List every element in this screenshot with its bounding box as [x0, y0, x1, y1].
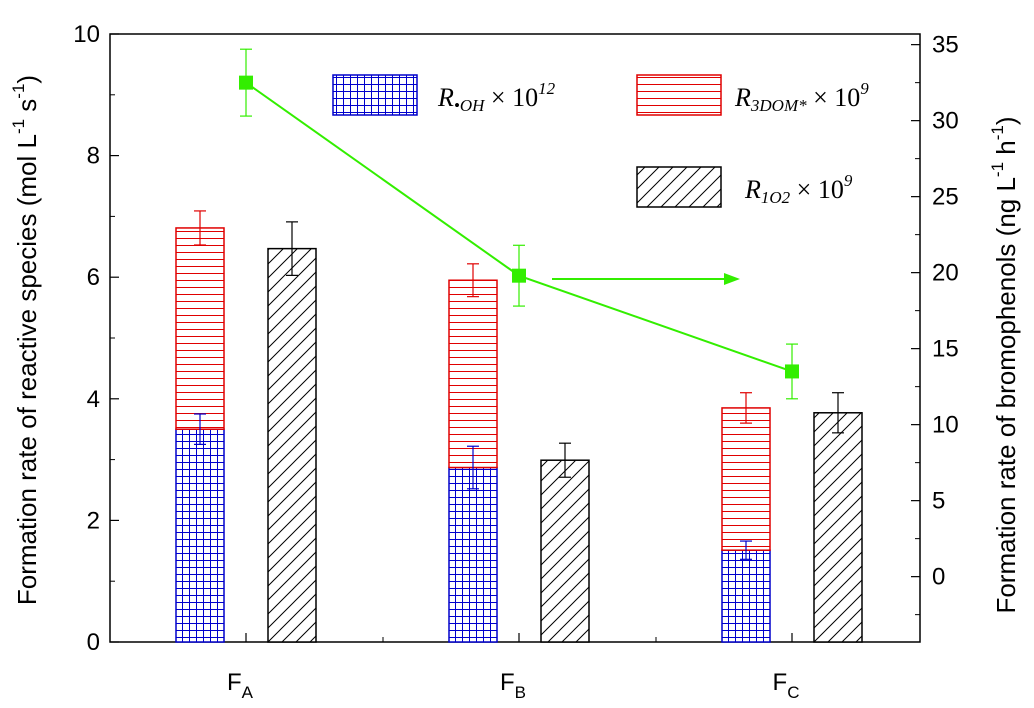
legend-text-part: •OH	[454, 96, 486, 115]
axis-title-part: -1	[9, 84, 28, 99]
bar-3dom	[175, 227, 225, 430]
legend-text-part: 9	[860, 79, 869, 98]
right-tick-label: 5	[932, 488, 945, 515]
axis-title-part: -1	[988, 125, 1007, 140]
right-tick-label: 10	[932, 412, 959, 439]
right-tick-label: 15	[932, 336, 959, 363]
bar-oh	[448, 466, 498, 643]
plot-frame	[109, 33, 921, 643]
legend-text-part: R	[744, 175, 761, 204]
bar-oh	[721, 549, 771, 643]
bars	[175, 210, 863, 643]
legend-text-part: R	[734, 83, 751, 112]
axis-title-part: Formation rate of bromophenols (ng L	[991, 177, 1021, 613]
x-tick-subscript: C	[787, 683, 799, 702]
bar-1o2	[813, 412, 863, 643]
x-tick-label: FA	[227, 669, 254, 702]
x-tick-label: FB	[500, 669, 526, 702]
legend-text-part: 12	[538, 79, 556, 98]
right-tick-label: 0	[932, 564, 945, 591]
axis-title-part: -1	[988, 162, 1007, 177]
left-axis-ticks: 0 2 4 6 8 10	[73, 21, 119, 656]
left-tick-label: 2	[87, 507, 100, 534]
x-tick-label: FC	[773, 669, 800, 702]
axis-title-part: Formation rate of reactive species (mol …	[12, 134, 42, 605]
left-tick-label: 8	[87, 143, 100, 170]
bromophenol-line	[239, 48, 799, 400]
legend-text-part: × 10	[790, 175, 844, 204]
right-tick-label: 20	[932, 260, 959, 287]
axis-title-part: )	[991, 116, 1021, 125]
line-path	[245, 81, 793, 373]
legend-label-o2: R1O2 × 109	[744, 171, 853, 207]
legend-swatch-dom	[636, 74, 722, 116]
left-tick-label: 4	[87, 386, 100, 413]
left-tick-label: 10	[73, 21, 100, 48]
line-point	[785, 364, 799, 379]
legend-swatch-oh	[332, 74, 418, 116]
legend-text-part: 9	[844, 171, 853, 190]
right-tick-label: 35	[932, 32, 959, 59]
legend-text-part: × 10	[807, 83, 861, 112]
right-tick-label: 30	[932, 108, 959, 135]
line-point	[239, 75, 253, 90]
legend-label-dom: R3DOM* × 109	[734, 79, 869, 115]
right-axis-title: Formation rate of bromophenols (ng L-1 h…	[988, 116, 1021, 613]
axis-title-part: s	[12, 99, 42, 119]
bar-3dom	[448, 279, 498, 469]
line-point	[512, 268, 526, 283]
right-tick-label: 25	[932, 184, 959, 211]
legend-text-part: R	[437, 83, 454, 112]
axis-arrow-head	[724, 273, 740, 285]
axis-title-part: -1	[9, 119, 28, 134]
right-axis-ticks: 0 5 10 15 20 25 30 35	[911, 32, 959, 616]
bar-1o2	[540, 459, 590, 643]
plot-border	[109, 33, 921, 643]
legend-text-part: × 10	[484, 83, 538, 112]
bar-oh	[175, 428, 225, 643]
bar-3dom	[721, 407, 771, 551]
legend-swatch-o2	[636, 166, 722, 208]
axis-title-part: h	[991, 140, 1021, 162]
legend-text-part: 1O2	[761, 188, 791, 207]
left-tick-label: 0	[87, 629, 100, 656]
x-tick-subscript: A	[242, 683, 254, 702]
x-tick-subscript: B	[515, 683, 526, 702]
axis-title-part: )	[12, 75, 42, 84]
x-axis-ticks: FA FB FC	[109, 633, 921, 702]
bar-1o2	[267, 247, 317, 643]
legend-text-part: 3DOM*	[750, 96, 807, 115]
left-axis-title: Formation rate of reactive species (mol …	[9, 75, 42, 605]
left-tick-label: 6	[87, 264, 100, 291]
legend-label-oh: R•OH × 1012	[437, 79, 556, 115]
